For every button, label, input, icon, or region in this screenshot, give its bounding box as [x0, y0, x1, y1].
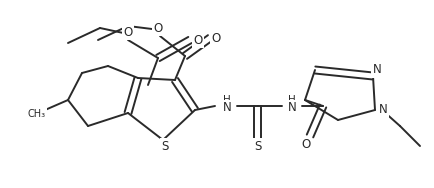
Text: S: S	[254, 139, 261, 152]
Text: O: O	[123, 26, 132, 39]
Text: N: N	[372, 64, 381, 77]
Text: N: N	[222, 102, 231, 114]
Text: O: O	[153, 21, 162, 35]
Text: O: O	[193, 33, 202, 46]
Text: S: S	[161, 139, 168, 152]
Text: O: O	[301, 137, 310, 151]
Text: CH₃: CH₃	[28, 109, 46, 119]
Text: N: N	[287, 102, 296, 114]
Text: H: H	[287, 95, 295, 105]
Text: N: N	[378, 104, 387, 117]
Text: O: O	[211, 32, 220, 45]
Text: H: H	[223, 95, 230, 105]
